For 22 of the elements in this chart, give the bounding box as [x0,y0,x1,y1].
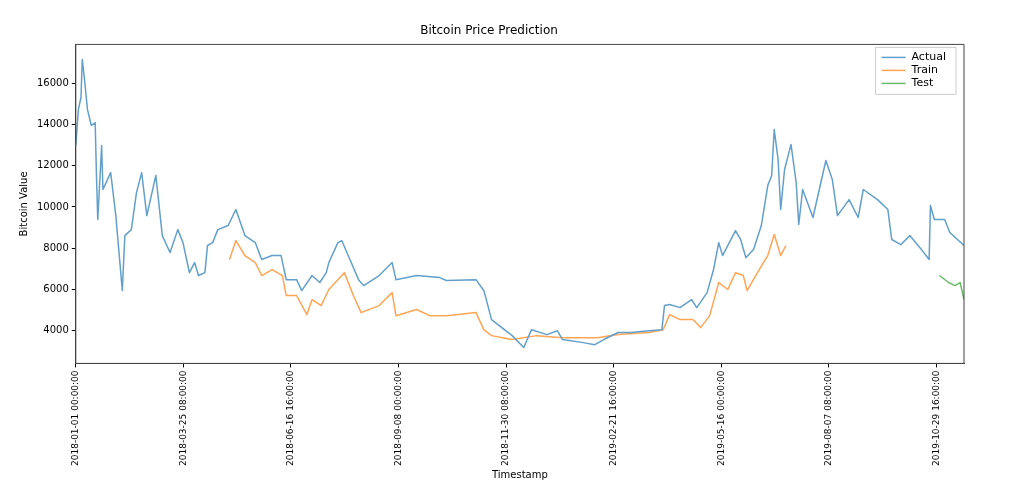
y-tick-label: 14000 [37,118,69,130]
x-tick-label: 2018-03-25 08:00:00 [177,370,188,467]
x-tick-label: 2019-10-29 16:00:00 [930,370,941,467]
legend-label: Train [910,63,938,77]
y-tick-label: 16000 [37,77,69,89]
y-tick-label: 6000 [43,282,69,294]
chart-title: Bitcoin Price Prediction [420,23,558,38]
y-axis-title: Bitcoin Value [17,171,29,237]
x-tick-label: 2019-05-16 00:00:00 [715,370,726,467]
y-tick-label: 10000 [37,200,69,212]
x-tick-label: 2019-08-07 08:00:00 [823,370,834,467]
y-tick-label: 8000 [43,241,69,253]
x-tick-label: 2018-09-08 00:00:00 [392,370,403,467]
x-tick-label: 2019-02-21 16:00:00 [608,370,619,467]
x-tick-label: 2018-01-01 00:00:00 [70,370,81,467]
x-tick-label: 2018-06-16 16:00:00 [285,370,296,467]
y-tick-label: 12000 [37,159,69,171]
legend-label: Test [910,76,934,90]
x-tick-label: 2018-11-30 08:00:00 [500,370,511,467]
legend-label: Actual [911,50,947,64]
x-axis-title: Timestamp [490,468,548,480]
y-tick-label: 4000 [43,324,69,336]
